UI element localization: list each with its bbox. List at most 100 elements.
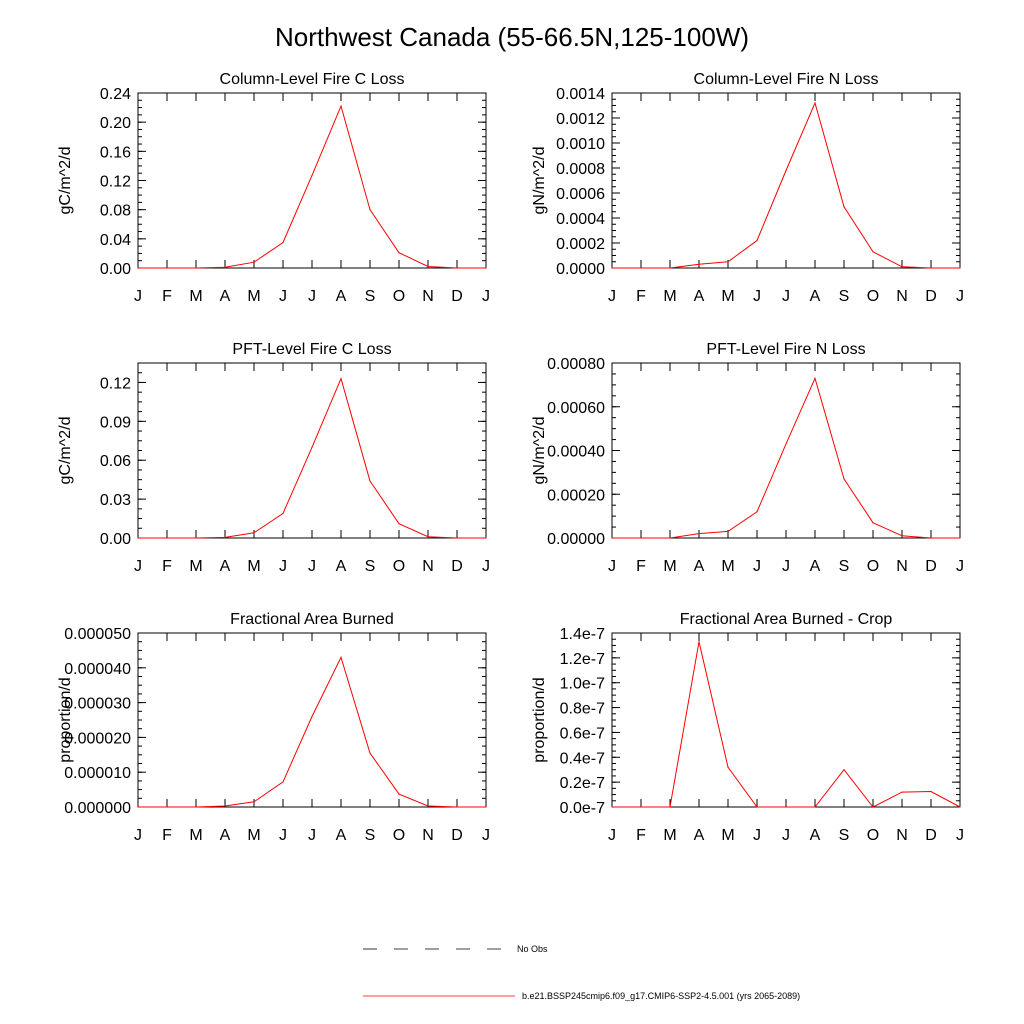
legend: No Obs b.e21.BSSP245cmip6.f09_g17.CMIP6-S…: [363, 944, 800, 1001]
series-line: [138, 104, 486, 269]
x-tick-label: M: [189, 558, 202, 575]
data-point: [698, 641, 700, 643]
x-tick-label: O: [393, 558, 405, 575]
x-tick-label: A: [694, 827, 705, 844]
y-axis-label: proportion/d: [57, 677, 74, 762]
x-tick-label: A: [336, 827, 347, 844]
x-tick-label: D: [451, 558, 463, 575]
series-line: [138, 377, 486, 539]
y-tick-label: 0.03: [100, 492, 131, 509]
data-point: [369, 752, 371, 754]
y-tick-label: 0.0008: [556, 161, 605, 178]
y-tick-label: 0.00020: [547, 487, 605, 504]
plot-frame: [137, 632, 487, 808]
data-point: [814, 377, 816, 379]
x-tick-label: N: [896, 288, 908, 305]
x-tick-label: J: [308, 827, 316, 844]
x-tick-label: M: [663, 288, 676, 305]
plot-frame: [611, 362, 961, 539]
data-point: [669, 537, 671, 539]
data-point: [872, 806, 874, 808]
x-tick-label: N: [422, 558, 434, 575]
data-point: [814, 806, 816, 808]
chart-panel: Column-Level Fire C Loss gC/m^2/d 0.00 0.04…: [57, 71, 490, 305]
x-tick-label: S: [839, 827, 850, 844]
data-point: [311, 715, 313, 718]
data-point: [224, 536, 226, 538]
y-tick-label: 1.4e-7: [560, 626, 605, 643]
x-tick-label: J: [279, 558, 287, 575]
panel-title: Fractional Area Burned: [230, 611, 394, 628]
x-tick-label: O: [867, 558, 879, 575]
x-tick-label: A: [336, 558, 347, 575]
x-tick-label: J: [608, 827, 616, 844]
data-point: [340, 377, 342, 380]
y-tick-label: 0.2e-7: [560, 775, 605, 792]
data-point: [137, 267, 139, 269]
data-point: [727, 766, 729, 768]
x-tick-label: O: [393, 288, 405, 305]
x-tick-label: J: [753, 288, 761, 305]
y-tick-label: 0.00: [100, 261, 131, 278]
x-tick-label: J: [782, 827, 790, 844]
data-point: [311, 174, 313, 176]
x-tick-label: J: [308, 558, 316, 575]
y-tick-label: 0.000040: [64, 661, 131, 678]
x-tick-label: J: [134, 558, 142, 575]
y-axis-label: gN/m^2/d: [531, 147, 548, 215]
data-point: [456, 806, 458, 808]
data-point: [166, 537, 168, 539]
data-point: [872, 251, 874, 253]
x-tick-label: O: [867, 288, 879, 305]
x-tick-label: J: [782, 288, 790, 305]
x-tick-label: S: [365, 288, 376, 305]
data-point: [224, 805, 226, 807]
data-point: [669, 806, 671, 808]
x-tick-label: S: [839, 288, 850, 305]
data-point: [456, 267, 458, 269]
x-tick-label: S: [365, 558, 376, 575]
data-point: [930, 537, 932, 539]
x-tick-label: A: [810, 827, 821, 844]
data-point: [195, 267, 197, 269]
y-tick-label: 0.8e-7: [560, 701, 605, 718]
data-point: [959, 537, 961, 539]
x-tick-label: J: [482, 288, 490, 305]
y-axis-label: gN/m^2/d: [531, 417, 548, 485]
data-point: [485, 267, 487, 269]
x-tick-label: O: [867, 827, 879, 844]
x-tick-label: A: [336, 288, 347, 305]
y-tick-label: 1.2e-7: [560, 651, 605, 668]
series-line: [612, 376, 960, 539]
y-tick-label: 0.000020: [64, 730, 131, 747]
x-tick-label: M: [721, 558, 734, 575]
data-point: [398, 252, 400, 254]
x-tick-label: M: [721, 288, 734, 305]
data-point: [253, 532, 255, 534]
x-tick-label: A: [694, 558, 705, 575]
data-point: [756, 239, 758, 242]
x-tick-label: N: [896, 558, 908, 575]
x-tick-label: S: [365, 827, 376, 844]
x-tick-label: J: [308, 288, 316, 305]
x-tick-label: A: [810, 558, 821, 575]
x-tick-label: F: [162, 827, 172, 844]
data-point: [843, 769, 845, 771]
x-tick-label: J: [279, 827, 287, 844]
data-point: [727, 261, 729, 263]
data-point: [901, 791, 903, 793]
y-tick-label: 0.0002: [556, 236, 605, 253]
y-tick-label: 0.00: [100, 531, 131, 548]
data-point: [485, 806, 487, 808]
data-point: [427, 265, 429, 268]
x-tick-label: M: [721, 827, 734, 844]
legend-obs-label: No Obs: [517, 944, 548, 954]
data-point: [485, 537, 487, 539]
y-tick-label: 0.000050: [64, 626, 131, 643]
x-tick-label: D: [451, 827, 463, 844]
series-line: [612, 641, 961, 808]
data-point: [398, 523, 400, 525]
y-tick-label: 0.00040: [547, 444, 605, 461]
x-tick-label: M: [189, 288, 202, 305]
